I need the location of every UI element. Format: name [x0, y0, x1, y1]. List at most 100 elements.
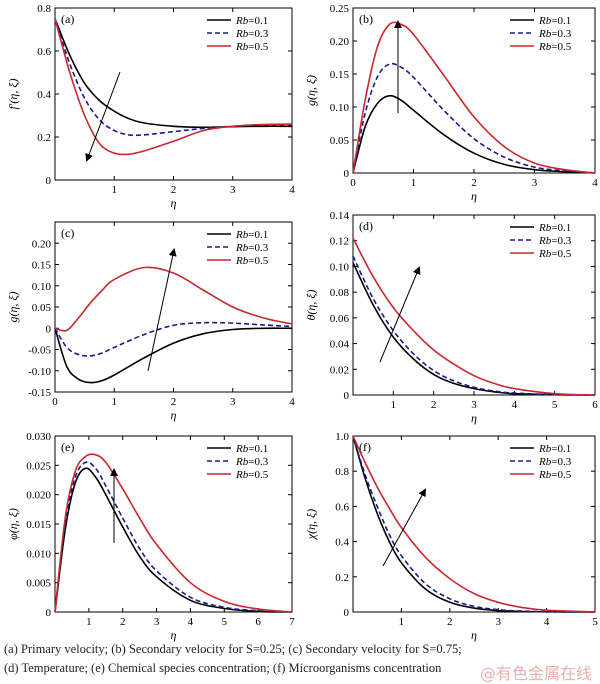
x-tick-label: 7: [289, 616, 295, 628]
x-tick-label: 6: [592, 399, 598, 411]
y-tick-label: 0.15: [32, 260, 52, 272]
panel-label: (c): [61, 226, 74, 240]
y-axis-label: g(η, ξ): [304, 75, 318, 106]
legend-label: Rb=0.1: [235, 15, 268, 27]
panel-f: 1 2 3 4 500.20.40.60.81.0ηχ(η, ξ)(f) Rb=0.1Rb…: [304, 431, 598, 642]
series-line-1: [54, 327, 293, 384]
x-tick-label: 4: [188, 616, 194, 628]
legend-label: Rb=0.1: [235, 443, 268, 455]
legend-label: Rb=0.3: [235, 242, 269, 254]
x-tick-label: 2: [171, 184, 177, 196]
x-tick-label: 5: [222, 616, 228, 628]
y-tick-label: 0.02: [330, 364, 349, 376]
y-tick-label: 0.015: [26, 519, 51, 531]
x-tick-label: 4: [544, 616, 550, 628]
trend-arrow: [382, 488, 426, 567]
legend-label: Rb=0.1: [538, 15, 571, 27]
y-tick-label: 1.0: [335, 431, 349, 443]
series-line-3: [352, 237, 596, 396]
series-line-2: [54, 321, 293, 357]
series-line-1: [352, 435, 596, 613]
x-axis-label: η: [171, 628, 177, 642]
y-tick-label: 0.04: [330, 339, 350, 351]
y-tick-label: 0.025: [26, 460, 51, 472]
x-tick-label: 1: [399, 616, 405, 628]
y-tick-label: 0.14: [330, 210, 350, 222]
x-axis-label: η: [471, 628, 477, 642]
x-axis-label: η: [471, 411, 477, 425]
y-tick-label: 0.4: [335, 537, 349, 549]
panel-label: (e): [61, 440, 74, 454]
y-tick-label: 0: [344, 607, 350, 619]
legend-label: Rb=0.1: [538, 443, 571, 455]
x-tick-label: 2: [120, 616, 126, 628]
panel-b: 0 1 2 3 4 0 0.05 0.10 0.15 0.20 0.25 η g(η, ξ) (b) Rb=…: [304, 3, 598, 203]
y-tick-label: 0.10: [330, 102, 350, 114]
y-tick-label: 0.15: [330, 69, 350, 81]
y-axis-label: φ(η, ξ): [6, 508, 20, 540]
panel-d: 1 2 3 4 5 6 0 0.02 0.04 0.06 0.08 0.10 0.12 0.14 η θ(η,…: [304, 210, 598, 425]
series-line-3: [54, 18, 293, 156]
series-line-2: [352, 62, 596, 174]
x-tick-label: 3: [154, 616, 160, 628]
series-line-2: [352, 255, 596, 396]
legend-label: Rb=0.1: [538, 222, 571, 234]
y-tick-label: 0.8: [335, 466, 349, 478]
caption-line-2: (d) Temperature; (e) Chemical species co…: [4, 661, 442, 675]
y-tick-label: 0.20: [32, 238, 52, 250]
y-axis-label: χ(η, ξ): [304, 509, 318, 540]
y-tick-label: 0.12: [330, 236, 349, 248]
legend-label: Rb=0.5: [235, 255, 269, 267]
x-axis-label: η: [471, 189, 477, 203]
y-tick-label: -0.10: [28, 366, 51, 378]
legend-label: Rb=0.1: [235, 229, 268, 241]
legend-label: Rb=0.3: [235, 28, 269, 40]
y-tick-label: 0.10: [32, 281, 52, 293]
y-tick-label: 0.06: [330, 313, 350, 325]
panel-label: (a): [61, 12, 74, 26]
legend-label: Rb=0.5: [235, 41, 269, 53]
x-tick-label: 4: [289, 396, 295, 408]
legend-label: Rb=0.3: [538, 456, 572, 468]
x-tick-label: 2: [447, 616, 453, 628]
y-tick-label: 0.6: [335, 501, 349, 513]
x-tick-label: 1: [86, 616, 92, 628]
y-tick-label: 0.010: [26, 548, 51, 560]
legend-label: Rb=0.5: [538, 248, 572, 260]
y-tick-label: 0: [46, 175, 52, 187]
x-tick-label: 1: [411, 177, 417, 189]
x-tick-label: 1: [112, 184, 118, 196]
x-axis-label: η: [171, 196, 177, 210]
y-tick-label: 0.4: [37, 89, 51, 101]
y-tick-label: 0.25: [330, 3, 350, 15]
series-line-3: [352, 21, 596, 174]
y-tick-label: 0.6: [37, 46, 51, 58]
x-tick-label: 3: [532, 177, 538, 189]
series-line-1: [352, 94, 596, 174]
x-axis-label: η: [171, 408, 177, 422]
x-tick-label: 3: [495, 616, 501, 628]
x-tick-label: 3: [471, 399, 477, 411]
y-tick-label: 0.08: [330, 287, 350, 299]
y-tick-label: 0.10: [330, 261, 350, 273]
legend-label: Rb=0.5: [538, 469, 572, 481]
x-tick-label: 5: [552, 399, 558, 411]
caption-line-1: (a) Primary velocity; (b) Secondary velo…: [4, 642, 462, 656]
y-tick-label: -0.05: [28, 345, 51, 357]
panel-label: (f): [359, 440, 371, 454]
panel-label: (d): [359, 219, 373, 233]
x-tick-label: 4: [512, 399, 518, 411]
y-tick-label: 0.2: [335, 572, 349, 584]
figure-caption: (a) Primary velocity; (b) Secondary velo…: [4, 640, 598, 678]
x-tick-label: 4: [289, 184, 295, 196]
legend-label: Rb=0.5: [538, 41, 572, 53]
series-line-3: [54, 266, 293, 332]
panel-a: 1 2 3 400.20.40.60.8ηf′(η, ξ)(a) Rb=0.1Rb=0.…: [6, 3, 295, 210]
series-line-1: [54, 467, 293, 613]
y-axis-label: f′(η, ξ): [6, 78, 20, 109]
legend-label: Rb=0.5: [235, 469, 269, 481]
legend-label: Rb=0.3: [538, 28, 572, 40]
series-line-2: [54, 461, 293, 613]
x-tick-label: 6: [255, 616, 261, 628]
y-tick-label: 0.005: [26, 578, 51, 590]
